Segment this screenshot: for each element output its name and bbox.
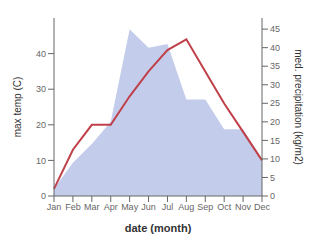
svg-text:Jul: Jul [162, 202, 174, 212]
svg-text:Feb: Feb [65, 202, 81, 212]
svg-text:Sep: Sep [197, 202, 213, 212]
svg-text:30: 30 [36, 84, 46, 94]
svg-text:10: 10 [36, 156, 46, 166]
svg-text:Oct: Oct [217, 202, 232, 212]
svg-text:Aug: Aug [178, 202, 194, 212]
svg-text:40: 40 [270, 43, 280, 53]
svg-text:max temp (C): max temp (C) [12, 77, 23, 138]
svg-text:0: 0 [41, 191, 46, 201]
svg-text:Jun: Jun [141, 202, 156, 212]
svg-text:10: 10 [270, 154, 280, 164]
svg-text:0: 0 [270, 191, 275, 201]
svg-text:30: 30 [270, 80, 280, 90]
svg-text:May: May [121, 202, 139, 212]
svg-text:45: 45 [270, 24, 280, 34]
svg-text:Dec: Dec [254, 202, 271, 212]
svg-text:25: 25 [270, 98, 280, 108]
svg-text:date (month): date (month) [125, 222, 192, 234]
svg-text:40: 40 [36, 49, 46, 59]
svg-text:Mar: Mar [84, 202, 100, 212]
svg-text:Nov: Nov [235, 202, 252, 212]
svg-text:Jan: Jan [47, 202, 62, 212]
svg-text:Apr: Apr [104, 202, 118, 212]
svg-text:5: 5 [270, 173, 275, 183]
svg-text:35: 35 [270, 61, 280, 71]
svg-text:20: 20 [36, 120, 46, 130]
svg-text:15: 15 [270, 136, 280, 146]
svg-text:20: 20 [270, 117, 280, 127]
svg-text:med. precipitation (kg/m2): med. precipitation (kg/m2) [293, 49, 304, 165]
